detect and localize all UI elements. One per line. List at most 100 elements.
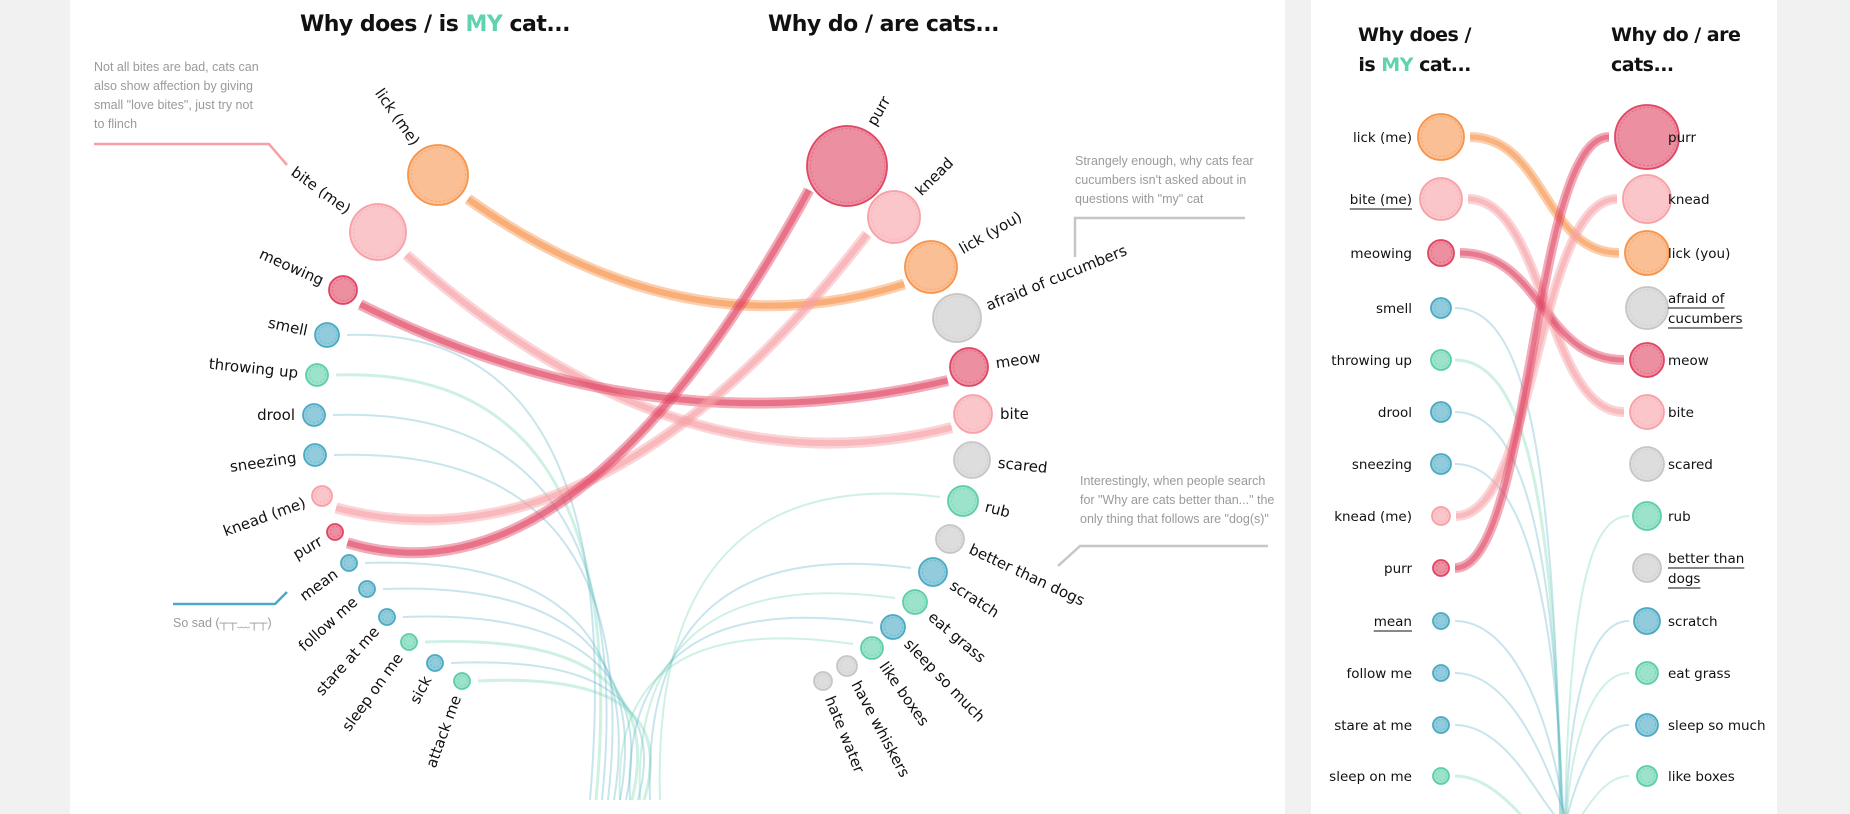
title-accent: MY [1381, 54, 1413, 76]
compact-node-label: sneezing [1352, 457, 1412, 473]
cats-eat-grass-node [902, 589, 928, 615]
compact-node-label: rub [1668, 509, 1691, 525]
title-line: cats... [1611, 54, 1674, 76]
my-cat-drool-node [302, 403, 326, 427]
my-cat-meowing-node [328, 275, 358, 305]
compact-cats-knead-node [1622, 174, 1672, 224]
compact-my-cat-purr-circle [1432, 559, 1450, 577]
title-text: cat... [502, 12, 570, 37]
node-label: sneezing [229, 449, 298, 476]
cats-better-than-dogs-hatch [939, 527, 962, 550]
my-cat-knead-me-circle [311, 485, 333, 507]
main-title-my-cat: Why does / is MY cat... [300, 12, 570, 37]
compact-cats-like-boxes-circle [1636, 765, 1658, 787]
cats-bite-node [953, 394, 993, 434]
compact-cats-meow-hatch [1633, 345, 1662, 374]
cats-rub-circle [947, 485, 979, 517]
cats-purr-hatch [810, 128, 885, 203]
compact-cats-eat-grass-hatch [1639, 664, 1656, 681]
compact-cats-sleep-so-much-node [1635, 713, 1659, 737]
cats-hate-water-hatch [817, 674, 830, 687]
link-core [358, 301, 949, 407]
compact-node-label: bite (me) [1350, 192, 1412, 208]
node-label: meow [994, 348, 1041, 372]
node-label: sick [406, 673, 436, 707]
node-label: scratch [947, 576, 1003, 621]
node-label: knead [912, 154, 957, 199]
cats-lick-you-circle [904, 240, 958, 294]
my-cat-sick-node [426, 654, 444, 672]
my-cat-sick-hatch [430, 657, 441, 668]
compact-my-cat-follow-me-node [1432, 664, 1450, 682]
compact-node-label: afraid of [1668, 291, 1726, 307]
compact-panel [1311, 0, 1777, 814]
cats-like-boxes-hatch [864, 639, 881, 656]
my-cat-sneezing-hatch [307, 446, 324, 463]
compact-faint-link [1454, 411, 1563, 814]
cats-rub-node [947, 485, 979, 517]
my-cat-knead-me-node [311, 485, 333, 507]
compact-faint-link [1566, 672, 1630, 814]
cats-hate-water-node [813, 671, 833, 691]
compact-faint-link [1454, 774, 1567, 814]
compact-my-cat-stare-at-me-circle [1432, 716, 1450, 734]
my-cat-bite-me-node [349, 203, 407, 261]
compact-link-core [1454, 134, 1610, 571]
cats-meow-hatch [953, 350, 986, 383]
cats-bite-hatch [957, 397, 990, 430]
cats-scared-node [953, 441, 991, 479]
cats-rub-hatch [951, 488, 976, 513]
my-cat-sick-circle [426, 654, 444, 672]
my-cat-meowing-circle [328, 275, 358, 305]
node-label: smell [266, 314, 309, 340]
compact-my-cat-knead-me-node [1431, 506, 1451, 526]
compact-faint-link [1565, 620, 1630, 814]
faint-link-mean [364, 561, 620, 801]
compact-cats-knead-hatch [1626, 177, 1669, 220]
cucumbers-annotation-line [1073, 216, 1245, 257]
title-line: Why do / are [1611, 24, 1741, 46]
compact-my-cat-sleep-on-me-hatch [1436, 770, 1447, 781]
annotation-cucumbers: Strangely enough, why cats fear cucumber… [1075, 154, 1254, 206]
my-cat-stare-at-me-circle [378, 608, 396, 626]
my-cat-follow-me-circle [358, 580, 376, 598]
node-label: drool [257, 406, 295, 424]
compact-cats-bite-hatch [1633, 397, 1662, 426]
compact-faint-link [1454, 672, 1566, 814]
compact-cats-better-than-dogs-node [1632, 553, 1662, 583]
my-cat-lick-me-circle [407, 144, 469, 206]
compact-node-label: throwing up [1331, 353, 1412, 369]
compact-faint-link [1454, 620, 1565, 814]
compact-my-cat-meowing-circle [1427, 239, 1455, 267]
cats-meow-circle [949, 347, 989, 387]
cats-better-than-dogs-node [935, 524, 965, 554]
compact-cats-sleep-so-much-hatch [1639, 716, 1656, 733]
compact-my-cat-bite-me-hatch [1423, 180, 1460, 217]
cats-knead-hatch [871, 193, 918, 240]
compact-my-cat-mean-node [1432, 612, 1450, 630]
cats-meow-node [949, 347, 989, 387]
cats-lick-you-node [904, 240, 958, 294]
my-cat-sleep-on-me-node [400, 633, 418, 651]
compact-cats-knead-circle [1622, 174, 1672, 224]
my-cat-mean-circle [340, 554, 358, 572]
my-cat-smell-circle [314, 322, 340, 348]
my-cat-drool-circle [302, 403, 326, 427]
title-line: Why does / [1358, 24, 1471, 46]
cats-scratch-hatch [922, 560, 945, 583]
faint-link-sick [450, 661, 645, 801]
cats-better-than-dogs-circle [935, 524, 965, 554]
compact-faint-link [1569, 775, 1630, 814]
annotation-bites: Not all bites are bad, cats can also sho… [94, 60, 259, 131]
cats-afraid-of-cucumbers-hatch [936, 296, 979, 339]
compact-my-cat-drool-circle [1430, 401, 1452, 423]
cats-afraid-of-cucumbers-circle [932, 293, 982, 343]
compact-title-cats: Why do / are cats... [1611, 20, 1741, 80]
compact-node-label: stare at me [1334, 718, 1412, 734]
compact-link-core [1455, 196, 1618, 519]
compact-cats-lick-you-hatch [1628, 233, 1667, 272]
compact-title-my-cat: Why does / is MY cat... [1358, 20, 1471, 80]
compact-my-cat-bite-me-circle [1419, 177, 1463, 221]
compact-node-label: eat grass [1668, 666, 1731, 682]
